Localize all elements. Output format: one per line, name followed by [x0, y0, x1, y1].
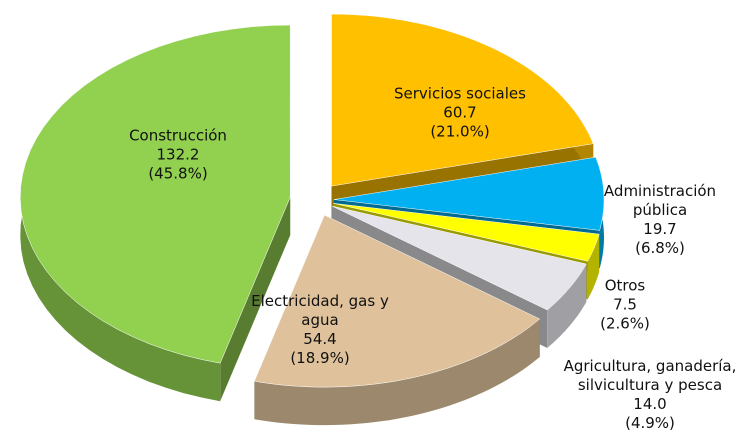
slice-side — [547, 264, 587, 348]
percent-label: (6.8%) — [635, 239, 685, 257]
slice-label: Administración pública 19.7 (6.8%) — [590, 182, 730, 258]
value-label: 54.4 — [303, 330, 337, 348]
value-label: 60.7 — [443, 103, 477, 122]
percent-label: (21.0%) — [430, 122, 490, 141]
value-label: 19.7 — [643, 220, 677, 238]
value-label: 7.5 — [613, 295, 637, 314]
slice — [20, 24, 291, 364]
value-label: 132.2 — [156, 145, 200, 164]
slice-label: Servicios sociales 60.7 (21.0%) — [375, 85, 545, 142]
value-label: 14.0 — [633, 395, 667, 413]
category-label: Agricultura, ganadería, silvicultura y p… — [563, 357, 737, 394]
slice-side — [587, 234, 600, 300]
percent-label: (4.9%) — [625, 414, 675, 432]
category-label: Otros — [604, 276, 646, 295]
slice — [331, 205, 587, 311]
slice-label: Electricidad, gas y agua 54.4 (18.9%) — [245, 292, 395, 368]
percent-label: (18.9%) — [290, 349, 350, 367]
percent-label: (45.8%) — [148, 164, 208, 183]
category-label: Construcción — [129, 126, 227, 145]
slice-wall — [220, 197, 291, 402]
slice-label: Agricultura, ganadería, silvicultura y p… — [543, 357, 751, 433]
slice — [333, 203, 600, 262]
category-label: Electricidad, gas y agua — [251, 292, 389, 329]
slice-label: Otros 7.5 (2.6%) — [585, 277, 665, 334]
slice — [331, 13, 594, 187]
category-label: Administración pública — [603, 182, 717, 219]
slice — [333, 156, 605, 231]
slice — [254, 214, 541, 388]
slice-label: Construcción 132.2 (45.8%) — [103, 127, 253, 184]
category-label: Servicios sociales — [394, 84, 526, 103]
slice-side — [254, 319, 540, 426]
percent-label: (2.6%) — [600, 314, 650, 333]
